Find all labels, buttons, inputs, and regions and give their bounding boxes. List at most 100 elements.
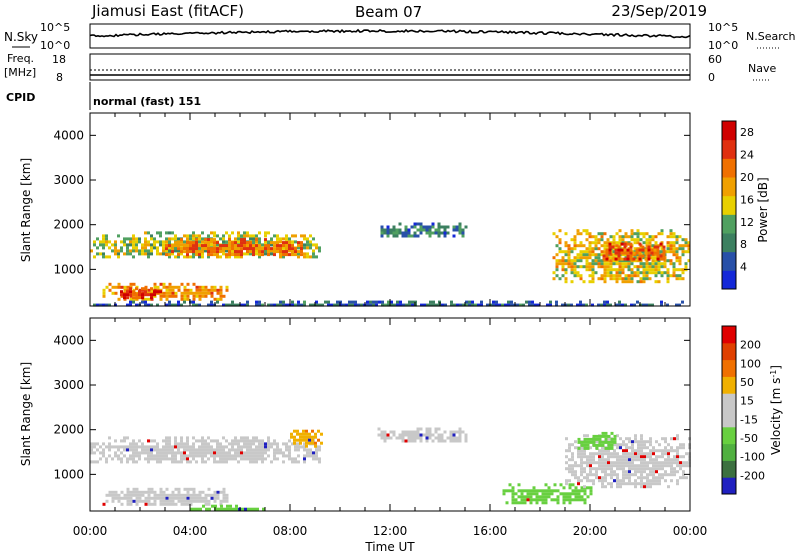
heatmap-cell (591, 277, 595, 281)
heatmap-cell (655, 470, 658, 474)
heatmap-cell (443, 231, 447, 235)
heatmap-cell (568, 464, 571, 468)
heatmap-cell (622, 476, 625, 480)
heatmap-cell (647, 257, 651, 261)
heatmap-cell (592, 458, 595, 462)
heatmap-cell (252, 436, 255, 440)
heatmap-cell (567, 265, 571, 269)
heatmap-cell (505, 489, 509, 493)
heatmap-cell (523, 495, 527, 499)
heatmap-cell (664, 470, 667, 474)
heatmap-cell (261, 448, 264, 452)
heatmap-cell (615, 262, 619, 266)
heatmap-cell (177, 496, 181, 500)
heatmap-cell (305, 429, 308, 433)
heatmap-cell (195, 253, 198, 257)
heatmap-cell (309, 454, 312, 458)
heatmap-cell (114, 496, 118, 500)
heatmap-cell (624, 303, 627, 307)
heatmap-cell (655, 467, 658, 471)
heatmap-cell (192, 445, 195, 449)
heatmap-cell (631, 440, 634, 444)
heatmap-cell (114, 285, 118, 289)
heatmap-cell (267, 439, 270, 443)
heatmap-cell (258, 457, 261, 461)
heatmap-cell (249, 237, 252, 241)
heatmap-cell (667, 461, 670, 465)
heatmap-cell (623, 248, 627, 252)
heatmap-cell (580, 495, 584, 499)
heatmap-cell (667, 473, 670, 477)
colorbar-tick-label: 24 (740, 149, 754, 162)
heatmap-cell (186, 502, 190, 506)
heatmap-cell (625, 464, 628, 468)
heatmap-cell (465, 303, 468, 307)
heatmap-cell (631, 473, 634, 477)
heatmap-cell (591, 235, 595, 239)
heatmap-cell (153, 454, 156, 458)
heatmap-cell (129, 303, 132, 307)
heatmap-cell (589, 461, 592, 465)
heatmap-cell (601, 467, 604, 471)
heatmap-cell (629, 251, 633, 255)
heatmap-cell (589, 464, 592, 468)
heatmap-cell (123, 285, 127, 289)
heatmap-cell (669, 259, 673, 263)
heatmap-cell (296, 438, 299, 442)
heatmap-cell (606, 244, 610, 248)
heatmap-cell (589, 492, 593, 496)
heatmap-cell (623, 242, 627, 246)
heatmap-cell (625, 470, 628, 474)
heatmap-cell (514, 501, 518, 505)
heatmap-cell (546, 303, 549, 307)
heatmap-cell (652, 482, 655, 486)
heatmap-cell (243, 436, 246, 440)
heatmap-cell (177, 253, 180, 257)
heatmap-cell (655, 458, 658, 462)
heatmap-cell (198, 490, 202, 494)
heatmap-cell (270, 249, 273, 253)
heatmap-cell (105, 234, 108, 238)
heatmap-cell (636, 232, 640, 236)
heatmap-cell (305, 432, 308, 436)
heatmap-cell (660, 247, 664, 251)
heatmap-cell (150, 293, 153, 297)
heatmap-cell (413, 222, 417, 226)
heatmap-cell (201, 499, 205, 503)
heatmap-cell (664, 479, 667, 483)
heatmap-cell (588, 280, 592, 284)
heatmap-cell (558, 259, 562, 263)
heatmap-cell (607, 443, 611, 447)
heatmap-cell (673, 458, 676, 462)
heatmap-cell (567, 256, 571, 260)
time-tick-label: 08:00 (273, 524, 308, 538)
heatmap-cell (446, 231, 450, 235)
heatmap-cell (610, 431, 614, 435)
heatmap-cell (610, 473, 613, 477)
heatmap-cell (588, 253, 592, 257)
heatmap-cell (600, 235, 604, 239)
heatmap-cell (204, 244, 207, 248)
heatmap-cell (667, 452, 670, 456)
heatmap-cell (246, 244, 249, 248)
heatmap-cell (252, 247, 255, 251)
heatmap-cell (452, 234, 456, 238)
heatmap-cell (471, 300, 474, 304)
heatmap-cell (535, 498, 539, 502)
heatmap-cell (407, 433, 411, 437)
heatmap-cell (220, 507, 223, 511)
heatmap-cell (458, 427, 462, 431)
heatmap-cell (159, 252, 162, 256)
heatmap-cell (174, 249, 177, 253)
heatmap-cell (558, 238, 562, 242)
heatmap-cell (633, 265, 637, 269)
heatmap-cell (571, 464, 574, 468)
heatmap-cell (646, 467, 649, 471)
heatmap-cell (600, 262, 604, 266)
heatmap-cell (649, 440, 652, 444)
heatmap-cell (673, 437, 676, 441)
heatmap-cell (123, 237, 126, 241)
heatmap-cell (314, 432, 317, 436)
heatmap-cell (573, 259, 577, 263)
heatmap-cell (642, 265, 646, 269)
